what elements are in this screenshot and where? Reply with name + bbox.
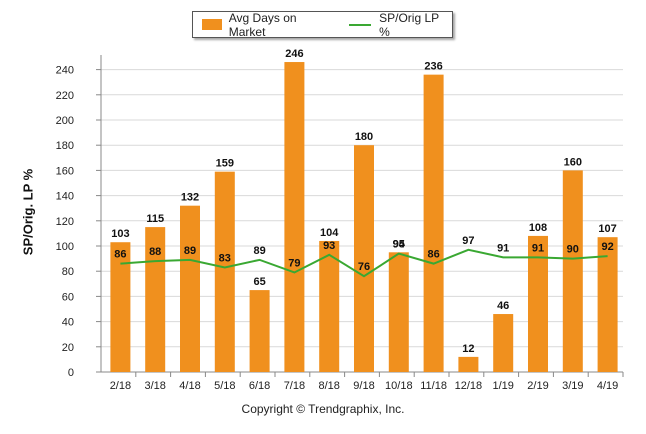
line-series (120, 248, 608, 278)
legend: Avg Days on Market SP/Orig LP % (192, 11, 453, 39)
bar-value-label: 107 (598, 223, 616, 235)
legend-line-swatch (349, 23, 372, 26)
bar-value-label: 132 (181, 192, 199, 204)
x-tick-label: 12/18 (455, 380, 483, 392)
bar (423, 74, 444, 372)
bar-value-label: 236 (424, 61, 442, 73)
x-tick-label: 11/18 (420, 380, 447, 392)
line-value-label: 89 (253, 245, 265, 257)
line-value-label: 86 (114, 249, 126, 261)
x-tick-label: 4/18 (179, 380, 200, 392)
bar (214, 171, 235, 372)
legend-line-label: SP/Orig LP % (379, 10, 439, 39)
x-tick-label: 2/19 (527, 380, 548, 392)
y-tick-label: 60 (62, 291, 74, 303)
y-tick-label: 200 (56, 115, 74, 127)
x-tick-label: 3/18 (144, 380, 165, 392)
bar (493, 314, 514, 372)
y-tick-label: 80 (62, 266, 74, 278)
x-tick-label: 6/18 (249, 380, 270, 392)
x-tick-label: 9/18 (353, 380, 374, 392)
bar-value-label: 65 (253, 276, 265, 288)
y-tick-label: 40 (62, 317, 74, 329)
x-tick-label: 1/19 (492, 380, 513, 392)
bar-value-label: 160 (564, 156, 582, 168)
y-tick-label: 120 (56, 216, 74, 228)
bar (458, 356, 479, 372)
line-value-label: 93 (323, 240, 335, 252)
legend-bar-label: Avg Days on Market (228, 10, 297, 39)
bar-value-label: 108 (529, 222, 547, 234)
line-value-label: 86 (427, 249, 439, 261)
bar-value-label: 46 (497, 300, 509, 312)
bar-value-label: 159 (216, 158, 234, 170)
bar (319, 240, 340, 372)
x-tick-label: 7/18 (284, 380, 305, 392)
bar (284, 62, 305, 372)
legend-item-bar: Avg Days on Market (193, 11, 335, 39)
line-value-label: 76 (358, 261, 370, 273)
y-tick-label: 140 (56, 191, 74, 203)
x-tick-label: 4/19 (597, 380, 618, 392)
bars (110, 62, 618, 372)
x-tick-label: 8/18 (318, 380, 339, 392)
y-tick-label: 180 (56, 140, 74, 152)
bar (145, 227, 166, 372)
y-tick-label: 100 (56, 241, 74, 253)
line-value-label: 91 (497, 242, 509, 254)
line-value-label: 88 (149, 246, 161, 258)
legend-bar-swatch (202, 19, 222, 30)
y-tick-label: 220 (56, 90, 74, 102)
copyright-footer: Copyright © Trendgraphix, Inc. (241, 402, 405, 416)
y-tick-label: 20 (62, 342, 74, 354)
y-tick-label: 240 (56, 65, 74, 77)
bar (110, 242, 131, 372)
line-value-label: 91 (532, 242, 544, 254)
bar-value-label: 12 (462, 343, 474, 355)
bar (249, 290, 270, 372)
bar (354, 145, 374, 372)
bar-value-label: 115 (146, 213, 164, 225)
line-value-label: 79 (288, 257, 300, 269)
bar (180, 205, 200, 372)
bar-value-label: 104 (320, 227, 339, 239)
bar (528, 235, 548, 372)
line-value-label: 92 (601, 241, 613, 253)
bar (388, 252, 409, 372)
y-tick-label: 160 (56, 165, 74, 177)
bar (562, 170, 583, 372)
x-tick-label: 5/18 (214, 380, 235, 392)
line-value-label: 94 (393, 239, 406, 251)
x-tick-label: 2/18 (110, 380, 131, 392)
data-labels: 103 115 132 159 65 246 104 180 95 236 12 46 108 160 10… (111, 48, 617, 355)
bar (597, 237, 618, 372)
x-tick-label: 10/18 (385, 380, 413, 392)
line-series-path (120, 248, 608, 278)
bar-value-label: 95 (393, 238, 405, 250)
line-value-label: 83 (219, 252, 231, 264)
x-tick-label: 3/19 (562, 380, 583, 392)
line-value-label: 89 (184, 245, 196, 257)
bar-value-label: 103 (111, 228, 129, 240)
y-tick-label: 0 (68, 367, 74, 379)
legend-item-line: SP/Orig LP % (335, 11, 452, 39)
bar-value-label: 180 (355, 131, 373, 143)
bar-value-label: 246 (285, 48, 303, 60)
y-axis-label: SP/Orig. LP % (20, 168, 36, 256)
line-value-label: 90 (567, 244, 579, 256)
line-value-label: 97 (462, 235, 474, 247)
